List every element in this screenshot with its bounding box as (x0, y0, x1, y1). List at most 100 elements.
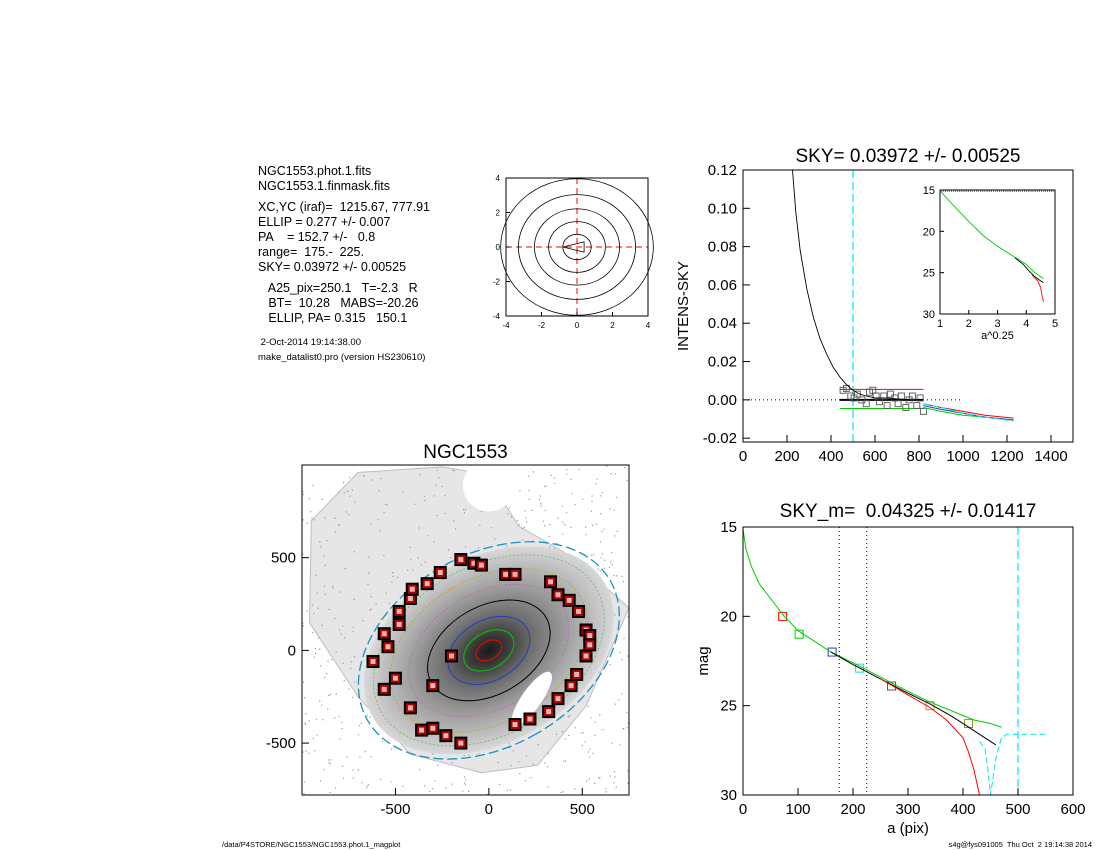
noise-speck (547, 766, 549, 768)
noise-speck (516, 519, 519, 522)
noise-speck (314, 652, 317, 655)
noise-speck (302, 553, 304, 555)
noise-speck (626, 727, 628, 729)
mask-box-core (381, 631, 387, 637)
info-line: XC,YC (iraf)= 1215.67, 777.91 (258, 200, 430, 214)
noise-speck (463, 508, 465, 511)
mask-box-core (503, 571, 509, 577)
noise-speck (419, 473, 421, 476)
noise-speck (455, 528, 457, 530)
mask-box-core (471, 560, 477, 566)
noise-speck (626, 712, 628, 714)
noise-speck (518, 761, 520, 763)
noise-speck (353, 656, 355, 658)
noise-speck (562, 521, 564, 523)
noise-speck (561, 505, 564, 507)
noise-speck (610, 561, 612, 563)
image-xtick-label: 0 (485, 801, 493, 818)
noise-speck (409, 546, 411, 548)
noise-speck (590, 554, 592, 556)
noise-speck (323, 768, 325, 771)
center-ytick-label: -2 (493, 278, 501, 287)
noise-speck (318, 637, 320, 639)
sky-ylabel: INTENS-SKY (675, 261, 692, 351)
noise-speck (611, 564, 613, 566)
noise-speck (368, 556, 370, 558)
info-line: NGC1553.1.finmask.fits (258, 179, 390, 193)
mask-box-core (381, 686, 387, 692)
noise-speck (407, 569, 409, 571)
noise-speck (463, 782, 466, 784)
noise-speck (623, 637, 625, 639)
noise-speck (621, 658, 623, 661)
noise-speck (392, 572, 394, 574)
noise-speck (565, 760, 567, 762)
noise-speck (564, 738, 566, 740)
noise-speck (566, 512, 568, 514)
noise-speck (615, 473, 617, 475)
noise-speck (560, 791, 562, 793)
noise-speck (591, 495, 593, 497)
noise-speck (334, 517, 336, 519)
noise-speck (478, 547, 480, 549)
noise-speck (390, 781, 392, 783)
noise-speck (338, 491, 340, 493)
noise-speck (320, 665, 322, 667)
noise-speck (614, 535, 616, 537)
noise-speck (601, 553, 604, 555)
noise-speck (385, 592, 387, 594)
noise-speck (311, 517, 313, 519)
info-line: A25_pix=250.1 T=-2.3 R (258, 281, 418, 295)
noise-speck (591, 501, 593, 503)
noise-speck (338, 524, 340, 526)
noise-speck (391, 748, 393, 750)
noise-speck (324, 676, 326, 678)
noise-speck (497, 761, 499, 764)
noise-speck (353, 551, 355, 553)
inset-xtick-label: 2 (966, 318, 972, 330)
noise-speck (453, 470, 455, 472)
noise-speck (313, 656, 315, 658)
inset-series-red (1031, 274, 1044, 302)
noise-speck (334, 617, 336, 620)
noise-speck (544, 525, 546, 527)
sky-point (875, 398, 883, 406)
noise-speck (519, 490, 521, 492)
noise-speck (594, 721, 596, 723)
noise-speck (343, 492, 345, 494)
mag-series-black (830, 651, 997, 746)
noise-speck (610, 473, 612, 475)
noise-speck (334, 531, 337, 533)
noise-speck (451, 783, 453, 785)
noise-speck (358, 734, 360, 736)
noise-speck (543, 485, 545, 488)
mask-box-core (443, 733, 449, 739)
noise-speck (510, 516, 512, 518)
noise-speck (302, 491, 304, 493)
noise-speck (317, 607, 319, 609)
noise-speck (613, 574, 615, 577)
noise-speck (324, 517, 326, 519)
sky-ytick-label: 0.00 (708, 392, 737, 409)
noise-speck (366, 715, 368, 717)
footer-user-date: s4g@fys091005 Thu Oct 2 19:14:38 2014 (948, 840, 1092, 849)
noise-speck (437, 764, 439, 767)
noise-speck (566, 473, 568, 475)
noise-speck (574, 788, 576, 790)
noise-speck (348, 513, 350, 515)
noise-speck (555, 733, 558, 735)
noise-speck (601, 530, 603, 533)
mag-xtick-label: 400 (950, 801, 975, 818)
noise-speck (435, 484, 437, 486)
noise-speck (305, 713, 307, 715)
noise-speck (335, 787, 337, 789)
center-ytick-label: 0 (496, 243, 501, 252)
noise-speck (371, 479, 373, 481)
mask-box-core (527, 716, 533, 722)
noise-speck (599, 570, 601, 572)
center-xtick-label: -4 (502, 321, 510, 330)
noise-speck (600, 495, 602, 497)
noise-speck (568, 734, 570, 737)
noise-speck (528, 498, 530, 500)
noise-speck (600, 541, 602, 543)
